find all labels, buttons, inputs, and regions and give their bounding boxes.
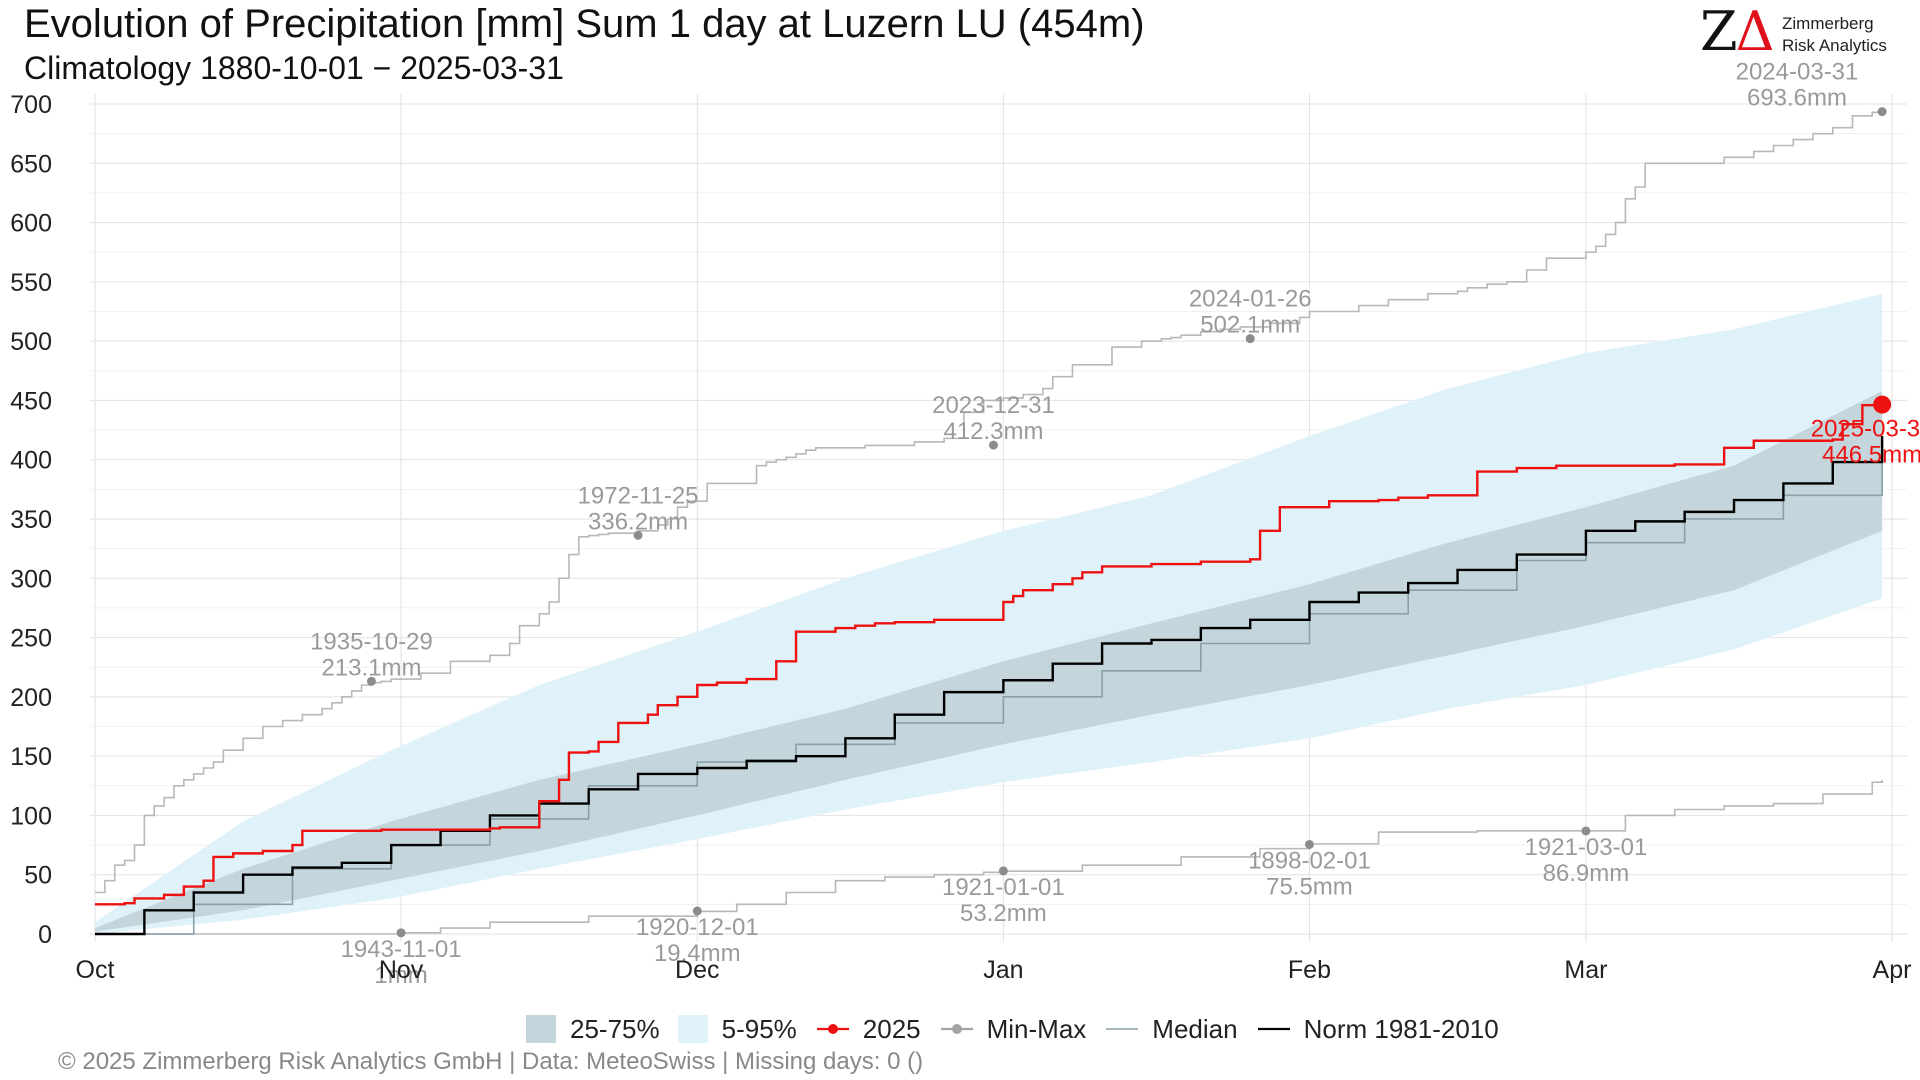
legend-item-minmax: Min-Max [939, 1013, 1087, 1045]
series-line-norm [95, 436, 1884, 936]
y-tick-label: 400 [10, 447, 52, 475]
logo-brand-line2: Risk Analytics [1782, 36, 1887, 55]
y-tick-label: 450 [10, 387, 52, 415]
record-value-label: 19.4mm [654, 940, 741, 967]
x-tick-label: Nov [379, 956, 424, 984]
chart-subtitle: Climatology 1880-10-01 − 2025-03-31 [24, 50, 564, 86]
record-point [633, 530, 643, 540]
legend-label-band_25_75: 25-75% [570, 1013, 660, 1044]
za-logo-mark: ZΔ [1700, 0, 1775, 63]
record-date-label: 1943-11-01 [341, 936, 462, 963]
legend-item-median: Median [1104, 1013, 1238, 1045]
record-point [396, 928, 406, 938]
record-value-label: 213.1mm [321, 654, 421, 681]
percentile-bands [95, 293, 1883, 934]
chart-legend: 25-75% 5-95% 2025 Min-Max Median Norm 1981-20… [526, 1012, 1517, 1046]
band-5-95 [95, 293, 1883, 934]
record-point [989, 440, 998, 450]
y-tick-label: 350 [10, 506, 52, 534]
x-tick-label: Dec [675, 956, 719, 984]
y-tick-label: 600 [10, 210, 52, 238]
x-tick-label: Feb [1288, 956, 1331, 984]
record-point [1304, 839, 1314, 849]
current-date-label: 2025-03-31 [1811, 416, 1920, 443]
series-lines [95, 111, 1884, 936]
logo-brand-line1: Zimmerberg [1782, 14, 1874, 33]
x-tick-label: Jan [983, 956, 1023, 984]
y-axis: 0 50 100 150 200 250 300 350 400 450 500 550 600 650 7… [10, 91, 52, 949]
record-point [692, 906, 702, 916]
y-tick-label: 500 [10, 328, 52, 356]
record-value-label: 75.5mm [1266, 873, 1353, 900]
y-tick-label: 550 [10, 269, 52, 297]
record-value-label: 502.1mm [1200, 312, 1300, 339]
record-point [1245, 334, 1255, 344]
record-point [1581, 826, 1591, 836]
legend-symbol-norm [1257, 1027, 1290, 1031]
y-tick-label: 700 [10, 91, 52, 119]
y-tick-label: 250 [10, 625, 52, 653]
legend-symbol-median [1106, 1028, 1139, 1030]
record-point [998, 866, 1008, 876]
record-value-label: 53.2mm [960, 900, 1047, 927]
record-date-label: 1898-02-01 [1248, 847, 1371, 874]
legend-symbol-minmax [940, 1024, 973, 1034]
record-point [366, 676, 376, 686]
record-date-label: 1972-11-25 [578, 482, 699, 509]
series-line-current [95, 403, 1883, 906]
footer-credits: © 2025 Zimmerberg Risk Analytics GmbH | … [58, 1048, 924, 1075]
current-value-label: 446.5mm [1822, 442, 1920, 469]
legend-swatch-band_25_75 [526, 1015, 556, 1043]
legend-label-norm: Norm 1981-2010 [1303, 1013, 1499, 1044]
record-value-label: 1mm [374, 962, 427, 989]
x-axis: Oct Nov Dec Jan Feb Mar Apr [76, 956, 1912, 984]
x-tick-label: Apr [1873, 956, 1912, 984]
y-tick-label: 300 [10, 565, 52, 593]
legend-item-norm: Norm 1981-2010 [1256, 1014, 1499, 1045]
current-endpoint [1873, 395, 1892, 414]
legend-label-band_5_95: 5-95% [721, 1013, 797, 1044]
series-points [366, 107, 1892, 938]
legend-swatch-band_5_95 [677, 1015, 708, 1043]
record-value-label: 336.2mm [588, 508, 688, 535]
y-tick-label: 50 [24, 862, 52, 890]
record-date-label: 2024-03-31 [1736, 59, 1859, 86]
y-tick-label: 650 [10, 150, 52, 178]
chart-title: Evolution of Precipitation [mm] Sum 1 da… [24, 2, 1145, 46]
record-date-label: 1920-12-01 [636, 914, 759, 941]
legend-label-minmax: Min-Max [986, 1013, 1087, 1044]
max-series-line [95, 111, 1883, 894]
x-tick-label: Mar [1564, 956, 1607, 984]
x-tick-label: Oct [76, 956, 115, 984]
min-series-line [95, 779, 1883, 935]
record-date-label: 2023-12-31 [932, 392, 1055, 419]
record-value-label: 86.9mm [1543, 860, 1630, 887]
record-date-label: 2024-01-26 [1189, 286, 1312, 313]
legend-label-current: 2025 [862, 1013, 921, 1044]
legend-item-current: 2025 [815, 1014, 921, 1045]
legend-symbol-current [816, 1024, 849, 1034]
legend-item-band_25_75: 25-75% [526, 1014, 660, 1045]
record-point [1877, 107, 1887, 117]
legend-item-band_5_95: 5-95% [677, 1013, 797, 1045]
record-date-label: 1921-01-01 [942, 874, 1065, 901]
record-date-label: 1921-03-01 [1525, 834, 1648, 861]
band-25-75 [95, 390, 1883, 932]
y-tick-label: 100 [10, 802, 52, 830]
y-tick-label: 200 [10, 684, 52, 712]
zimmerberg-logo: ZΔ Zimmerberg Risk Analytics [1700, 0, 1910, 66]
y-tick-label: 0 [38, 921, 52, 949]
y-tick-label: 150 [10, 743, 52, 771]
record-value-label: 412.3mm [943, 418, 1043, 445]
record-date-label: 1935-10-29 [310, 628, 433, 655]
legend-label-median: Median [1152, 1013, 1238, 1044]
record-value-label: 693.6mm [1747, 85, 1847, 112]
